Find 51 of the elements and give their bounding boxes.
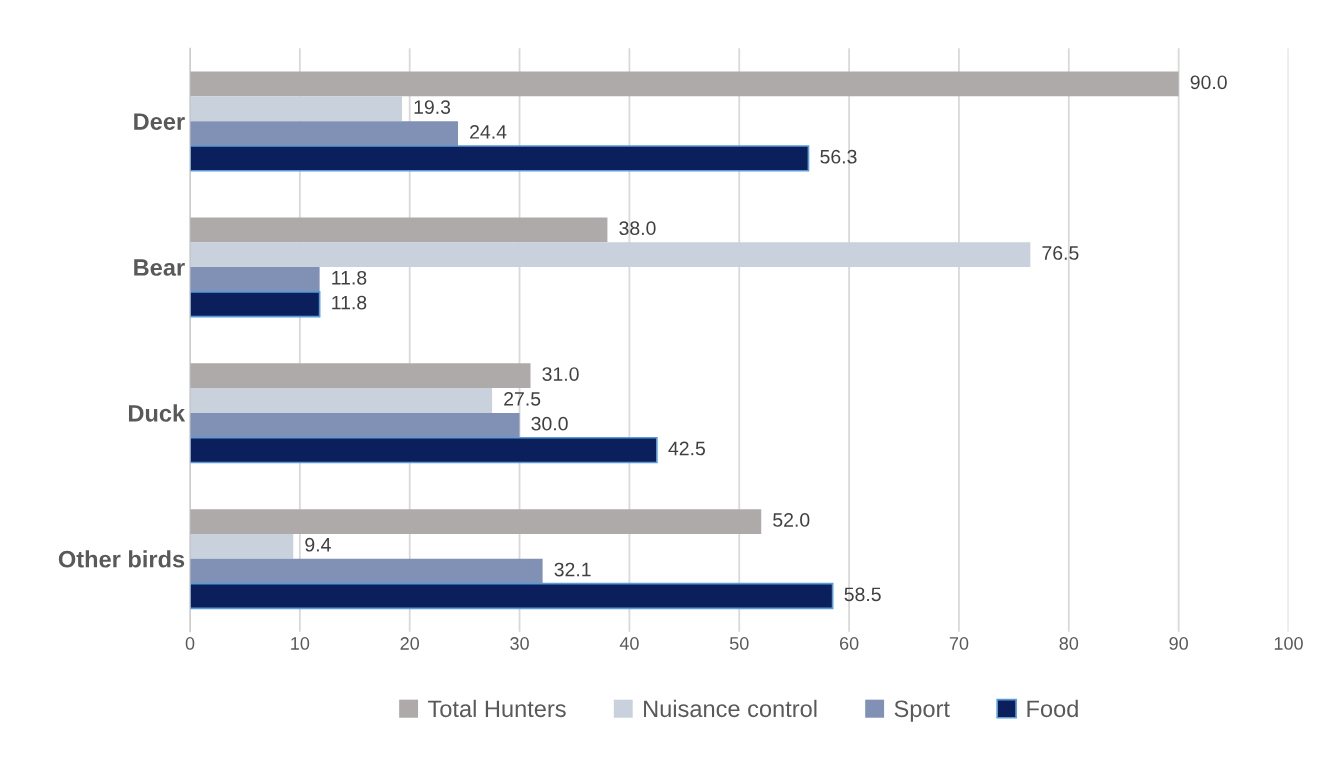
data-label: 27.5 xyxy=(504,391,541,406)
x-tick-label: 30 xyxy=(510,637,529,650)
bar xyxy=(190,291,321,318)
x-tick-label: 60 xyxy=(839,637,859,650)
bar xyxy=(190,436,658,464)
data-label: 90.0 xyxy=(1190,75,1227,90)
data-label: 24.4 xyxy=(470,125,507,139)
bar xyxy=(190,71,1179,97)
data-label: 76.5 xyxy=(1042,246,1079,260)
data-label: 11.8 xyxy=(332,295,367,310)
legend-label: Total Hunters xyxy=(428,699,566,718)
data-label: 52.0 xyxy=(773,513,810,527)
bar xyxy=(190,96,403,122)
data-label: 9.4 xyxy=(305,537,331,552)
data-label: 38.0 xyxy=(619,221,656,236)
data-label: 56.3 xyxy=(820,149,857,164)
bar xyxy=(190,363,531,389)
x-tick-label: 10 xyxy=(291,637,310,650)
data-label: 32.1 xyxy=(554,562,591,577)
y-tick-label: Duck xyxy=(128,404,186,422)
bar xyxy=(190,267,320,292)
legend-label: Sport xyxy=(894,700,950,722)
bar xyxy=(190,582,834,610)
x-tick-label: 100 xyxy=(1274,637,1303,650)
data-label: 11.8 xyxy=(332,270,367,285)
x-tick-label: 50 xyxy=(729,637,749,650)
bar xyxy=(190,217,608,243)
bar xyxy=(190,534,294,559)
data-label: 30.0 xyxy=(531,416,568,431)
data-label: 58.5 xyxy=(844,587,881,602)
legend-label: Food xyxy=(1027,699,1078,718)
data-label: 31.0 xyxy=(542,367,579,381)
x-tick-label: 20 xyxy=(400,637,420,650)
y-tick-label: Bear xyxy=(134,259,185,276)
x-tick-label: 40 xyxy=(619,637,639,650)
data-label: 19.3 xyxy=(414,100,451,114)
x-tick-label: 70 xyxy=(949,637,969,650)
bar xyxy=(190,145,810,172)
x-tick-label: 90 xyxy=(1169,637,1188,650)
bar xyxy=(190,558,543,584)
bar xyxy=(190,242,1031,268)
bar xyxy=(190,509,762,534)
bar xyxy=(190,388,493,413)
x-tick-label: 0 xyxy=(185,637,195,650)
legend-label: Nuisance control xyxy=(644,699,817,718)
data-label: 42.5 xyxy=(668,441,705,456)
y-tick-label: Deer xyxy=(134,113,185,130)
x-tick-label: 80 xyxy=(1059,637,1079,650)
y-tick-label: Other birds xyxy=(58,550,185,568)
bar xyxy=(190,412,520,438)
bar xyxy=(190,121,459,146)
